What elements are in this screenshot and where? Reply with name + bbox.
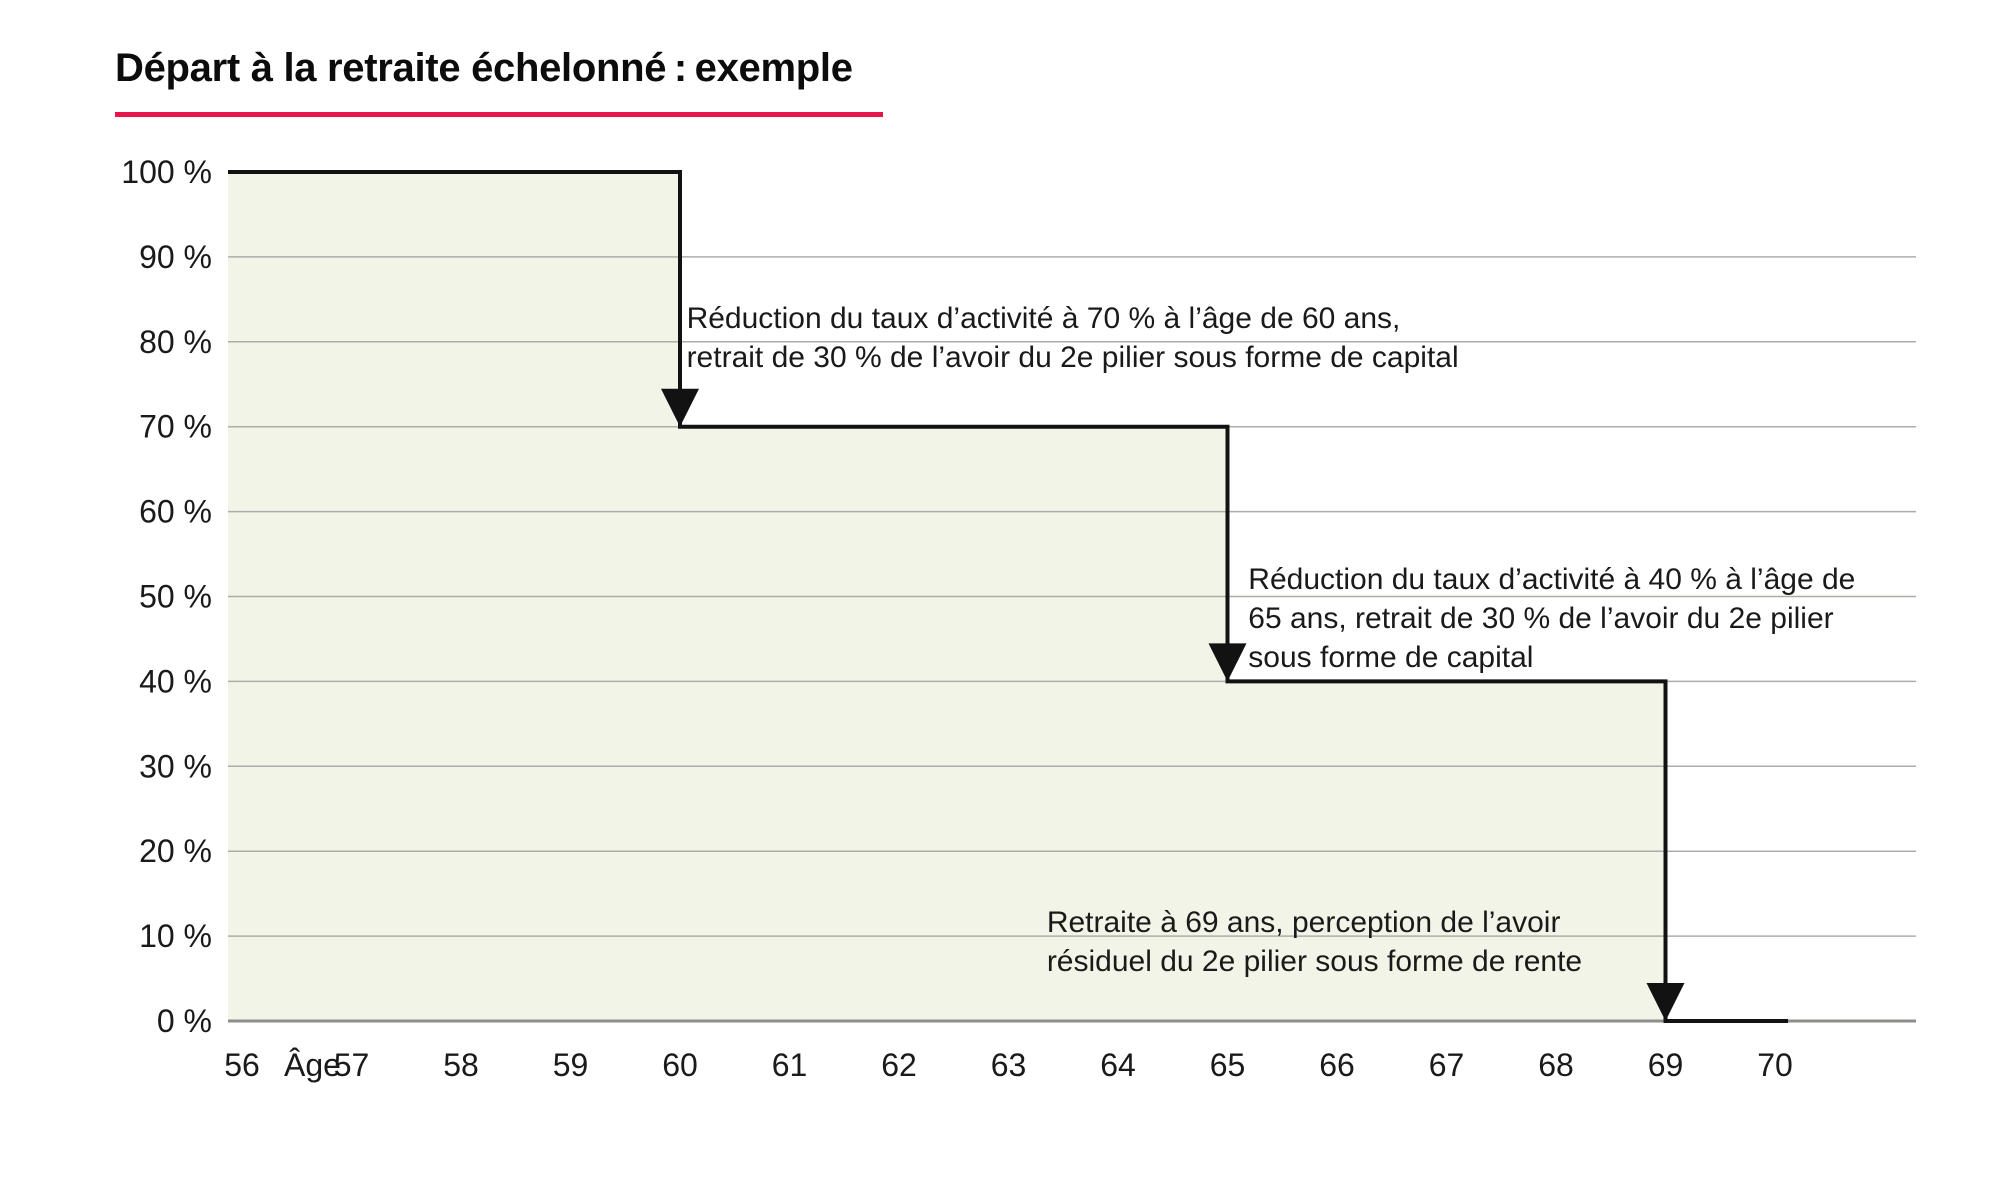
drop-arrow-icon: [1208, 643, 1247, 682]
drop-arrow-icon: [661, 388, 699, 427]
y-tick-label: 60 %: [139, 494, 212, 530]
x-tick-label: 60: [662, 1047, 698, 1083]
step-line: [228, 170, 1788, 1023]
y-tick-label: 0 %: [157, 1003, 212, 1039]
y-tick-label: 30 %: [139, 748, 212, 784]
y-tick-label: 20 %: [139, 833, 212, 869]
x-tick-label: 58: [443, 1047, 479, 1083]
x-tick-label: 64: [1100, 1047, 1136, 1083]
drop-arrow-icon: [1646, 983, 1685, 1021]
x-tick-label: 56: [224, 1047, 260, 1083]
x-tick-label: 61: [772, 1047, 808, 1083]
title-underline: [115, 112, 883, 117]
y-tick-label: 100 %: [121, 154, 212, 190]
x-tick-label: 59: [553, 1047, 589, 1083]
x-tick-label: 63: [991, 1047, 1027, 1083]
y-tick-label: 90 %: [139, 239, 212, 275]
y-tick-label: 50 %: [139, 579, 212, 615]
y-tick-label: 70 %: [139, 409, 212, 445]
chart-title: Départ à la retraite échelonné : exemple: [115, 46, 853, 90]
y-tick-label: 40 %: [139, 663, 212, 699]
y-tick-label: 80 %: [139, 324, 212, 360]
x-tick-label: 70: [1757, 1047, 1793, 1083]
y-tick-label: 10 %: [139, 918, 212, 954]
x-tick-label: 65: [1210, 1047, 1246, 1083]
x-tick-label: 66: [1319, 1047, 1355, 1083]
x-axis-title: Âge: [284, 1047, 341, 1083]
x-tick-label: 68: [1538, 1047, 1574, 1083]
x-tick-label: 67: [1429, 1047, 1465, 1083]
x-tick-label: 69: [1648, 1047, 1684, 1083]
x-tick-label: 62: [881, 1047, 917, 1083]
x-tick-label: 57: [334, 1047, 370, 1083]
